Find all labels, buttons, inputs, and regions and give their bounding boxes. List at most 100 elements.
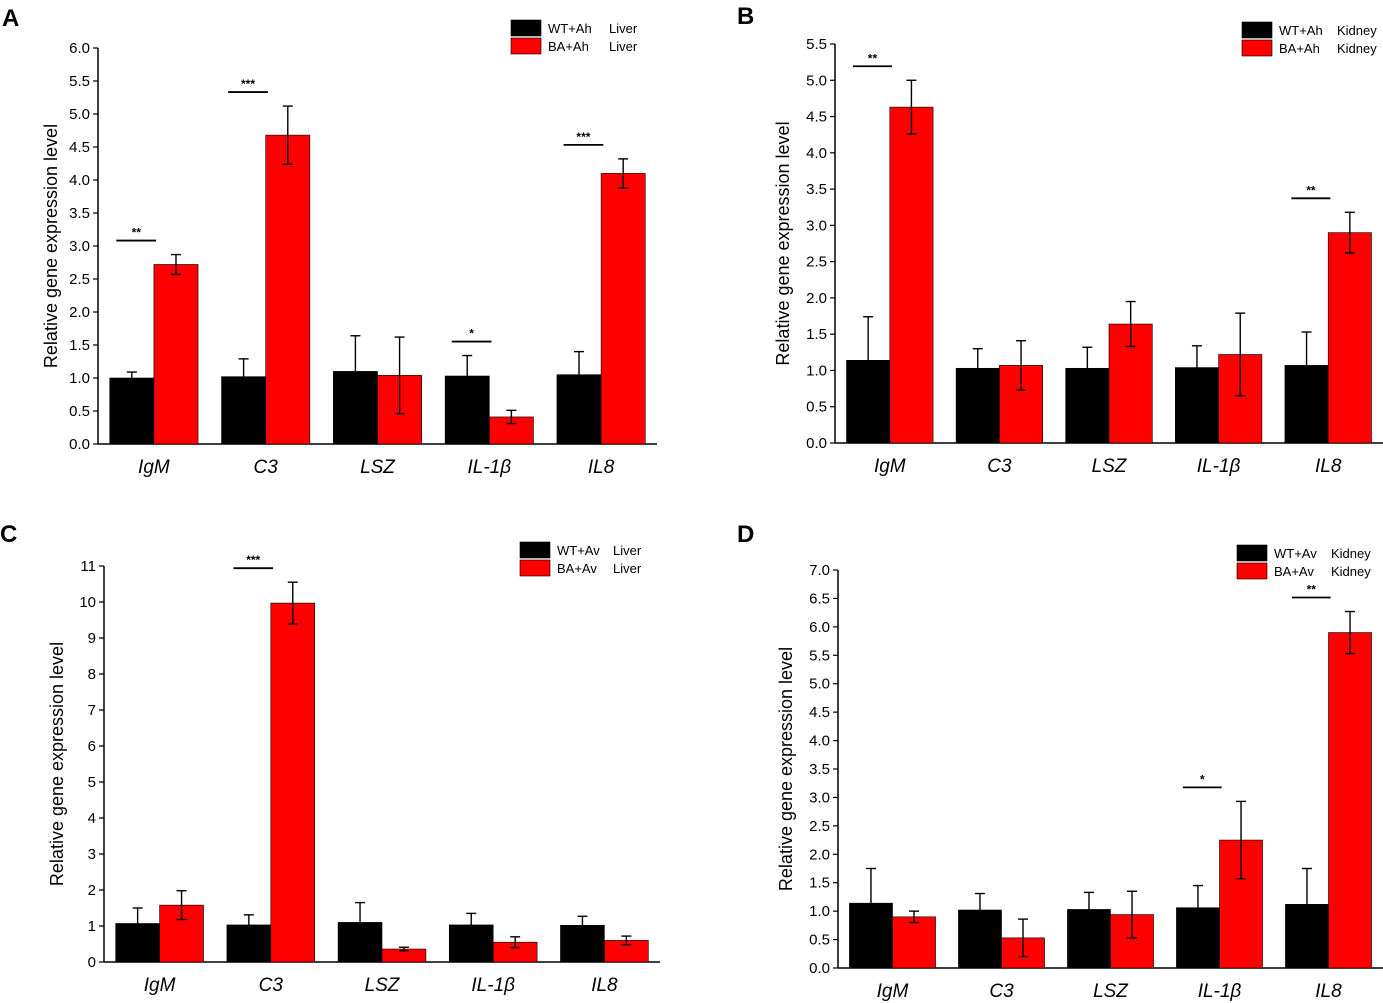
legend-label-b: WT+Ah	[1279, 23, 1323, 38]
error-bar-d	[974, 892, 985, 928]
y-tick-label-b: 3.0	[806, 217, 827, 234]
bar-ba-a	[265, 134, 311, 445]
error-bar-a	[238, 358, 249, 396]
legend-tissue-d: Kidney	[1331, 564, 1371, 579]
y-tick-label-d: 5.0	[809, 676, 830, 693]
panel-a: A 0.0 0.5 1.0 1.5 2.0 2.5 3.0 3.5 4.0 4.5 5.0 5.5 6.0…	[2, 5, 657, 478]
y-tick-label-c: 11	[80, 558, 96, 575]
y-tick-label-a: 3.5	[69, 205, 90, 222]
y-tick-label-c: 3	[88, 846, 96, 863]
category-label-b: IL-1β	[1197, 456, 1241, 477]
legend-swatch-c	[519, 541, 551, 559]
error-bar-d	[1018, 918, 1029, 958]
error-bar-b	[1125, 300, 1136, 348]
error-bar-c	[355, 901, 366, 943]
error-bar-c	[510, 936, 521, 949]
error-bar-a	[126, 371, 137, 385]
significance-marker-a: *	[469, 327, 474, 341]
error-bar-b	[1301, 331, 1312, 400]
y-tick-label-b: 4.0	[806, 145, 827, 162]
y-tick-label-a: 4.0	[69, 172, 90, 189]
y-tick-label-a: 0.5	[69, 403, 90, 420]
y-axis-label-c: Relative gene expression level	[47, 642, 67, 886]
panel-letter-b: B	[737, 3, 754, 30]
y-axis-label-a: Relative gene expression level	[41, 124, 61, 368]
legend-tissue-d: Kidney	[1331, 546, 1371, 561]
error-bar-c	[466, 912, 477, 938]
bar-ba-c	[270, 602, 316, 963]
category-label-a: IL8	[588, 457, 615, 478]
category-label-d: LSZ	[1093, 981, 1129, 1002]
y-tick-label-b: 0.0	[806, 435, 827, 452]
category-label-c: IL-1β	[471, 975, 515, 996]
error-bar-a	[170, 253, 181, 276]
category-label-a: IgM	[138, 457, 170, 478]
bar-ba-d	[1328, 632, 1372, 969]
bar-ba-a	[153, 264, 199, 445]
y-tick-label-a: 0.0	[69, 436, 90, 453]
y-tick-label-b: 2.5	[806, 254, 827, 271]
legend-label-b: BA+Ah	[1279, 41, 1320, 56]
panel-c: C 0 1 2 3 4 5 6 7 8 9 10 11 Relative gene expression …	[0, 521, 660, 996]
y-tick-label-a: 2.5	[69, 271, 90, 288]
y-tick-label-a: 1.0	[69, 370, 90, 387]
y-axis-label-d: Relative gene expression level	[776, 647, 796, 891]
y-tick-label-d: 3.0	[809, 789, 830, 806]
panel-letter-d: D	[737, 521, 754, 548]
bar-wt-a	[109, 377, 155, 445]
bar-ba-b	[1327, 232, 1372, 444]
y-tick-label-d: 1.5	[809, 875, 830, 892]
y-tick-label-b: 1.5	[806, 326, 827, 343]
legend-tissue-b: Kidney	[1337, 23, 1377, 38]
error-bar-c	[398, 946, 409, 952]
y-tick-label-d: 7.0	[809, 562, 830, 579]
y-tick-label-c: 1	[88, 918, 96, 935]
category-label-b: IgM	[874, 456, 906, 477]
error-bar-d	[1192, 884, 1203, 931]
error-bar-d	[1236, 800, 1247, 880]
category-label-d: IL8	[1315, 981, 1342, 1002]
legend-tissue-a: Liver	[609, 21, 638, 36]
error-bar-a	[574, 350, 585, 399]
y-tick-label-a: 4.5	[69, 139, 90, 156]
legend-label-d: BA+Av	[1274, 564, 1314, 579]
category-label-a: LSZ	[360, 457, 396, 478]
legend-swatch-d	[1236, 544, 1268, 562]
y-tick-label-d: 0.0	[809, 960, 830, 977]
error-bar-c	[577, 915, 588, 935]
legend-swatch-b	[1241, 39, 1273, 57]
error-bar-c	[176, 890, 187, 921]
y-tick-label-b: 1.0	[806, 362, 827, 379]
y-tick-label-b: 2.0	[806, 290, 827, 307]
significance-marker-b: **	[1306, 183, 1316, 197]
error-bar-b	[863, 316, 874, 405]
category-label-c: IgM	[144, 975, 176, 996]
error-bar-d	[909, 910, 920, 924]
significance-marker-a: ***	[241, 77, 255, 91]
error-bar-a	[506, 409, 517, 425]
legend-label-c: WT+Av	[557, 543, 600, 558]
y-tick-label-d: 3.5	[809, 761, 830, 778]
panel-d: D 0.0 0.5 1.0 1.5 2.0 2.5 3.0 3.5 4.0 4.5 5.0 5.5 6.0…	[737, 521, 1383, 1002]
error-bar-b	[1082, 346, 1093, 391]
y-tick-label-d: 2.5	[809, 818, 830, 835]
category-label-d: C3	[989, 981, 1014, 1002]
y-tick-label-c: 4	[88, 810, 96, 827]
significance-marker-c: ***	[246, 553, 260, 567]
y-tick-label-a: 1.5	[69, 337, 90, 354]
y-tick-label-d: 1.0	[809, 903, 830, 920]
legend-swatch-b	[1241, 21, 1273, 39]
category-label-d: IgM	[877, 981, 909, 1002]
error-bar-a	[618, 158, 629, 189]
error-bar-d	[1083, 891, 1094, 928]
category-label-a: IL-1β	[467, 457, 511, 478]
significance-marker-a: **	[132, 226, 142, 240]
significance-marker-b: **	[868, 51, 878, 65]
panel-letter-a: A	[2, 5, 19, 32]
legend-swatch-c	[519, 559, 551, 577]
significance-marker-d: *	[1200, 772, 1205, 786]
error-bar-b	[1235, 312, 1246, 397]
error-bar-a	[282, 105, 293, 165]
error-bar-d	[1127, 890, 1138, 939]
significance-marker-d: **	[1307, 583, 1317, 597]
